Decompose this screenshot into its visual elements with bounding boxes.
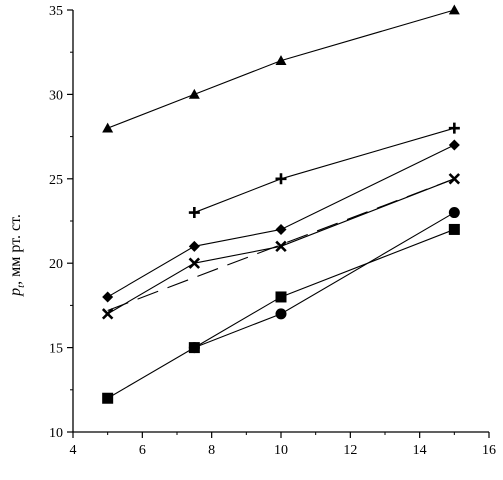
y-tick-label: 25	[49, 173, 63, 188]
plus-marker	[188, 207, 200, 219]
y-axis-title: pt, мм рт. ст.	[7, 214, 27, 297]
y-axis-units: , мм рт. ст.	[7, 214, 24, 285]
dashed-trend-line	[107, 178, 455, 311]
triangle-marker	[102, 122, 114, 133]
triangle-marker	[188, 88, 200, 99]
cross-marker	[188, 257, 201, 269]
x-tick-label: 10	[274, 443, 288, 458]
x-tick-label: 16	[482, 443, 496, 458]
circle-marker	[275, 308, 287, 320]
series-line	[107, 228, 455, 399]
x-tick-label: 6	[139, 443, 146, 458]
y-tick-label: 10	[49, 426, 63, 441]
series-cross	[101, 173, 461, 320]
series-line	[107, 144, 455, 298]
series-diamond	[102, 139, 460, 303]
series-square	[102, 223, 460, 404]
square-marker	[448, 223, 460, 235]
y-tick-label: 30	[49, 88, 63, 103]
plus-marker	[275, 173, 287, 185]
cross-marker	[275, 240, 287, 253]
y-tick-label: 20	[49, 257, 63, 272]
square-marker	[102, 392, 114, 404]
triangle-marker	[448, 4, 460, 15]
series-line	[194, 127, 455, 214]
cross-marker	[101, 308, 114, 320]
series-triangle	[102, 4, 460, 133]
ticks: 4 6 8 10 12 14 16 10 15 20 25 30 35	[49, 4, 496, 458]
triangle-marker	[275, 55, 287, 66]
series-layer	[101, 4, 461, 404]
circle-marker	[448, 207, 460, 219]
y-axis-symbol: p	[7, 288, 24, 297]
x-tick-label: 4	[70, 443, 77, 458]
diamond-marker	[102, 291, 114, 303]
series-dashed-trend	[107, 178, 455, 311]
y-axis-subscript: t	[15, 284, 27, 288]
series-line	[107, 178, 455, 315]
axes	[72, 10, 489, 433]
diamond-marker	[448, 139, 460, 151]
y-tick-label: 15	[49, 342, 63, 357]
square-marker	[188, 342, 200, 354]
diamond-marker	[188, 240, 200, 252]
series-line	[107, 9, 455, 129]
x-tick-label: 12	[343, 443, 357, 458]
plus-marker	[448, 122, 460, 134]
series-plus	[188, 122, 460, 219]
x-tick-label: 8	[208, 443, 215, 458]
diamond-marker	[275, 223, 287, 235]
y-tick-label: 35	[49, 4, 63, 19]
x-tick-label: 14	[413, 443, 427, 458]
square-marker	[275, 291, 287, 303]
